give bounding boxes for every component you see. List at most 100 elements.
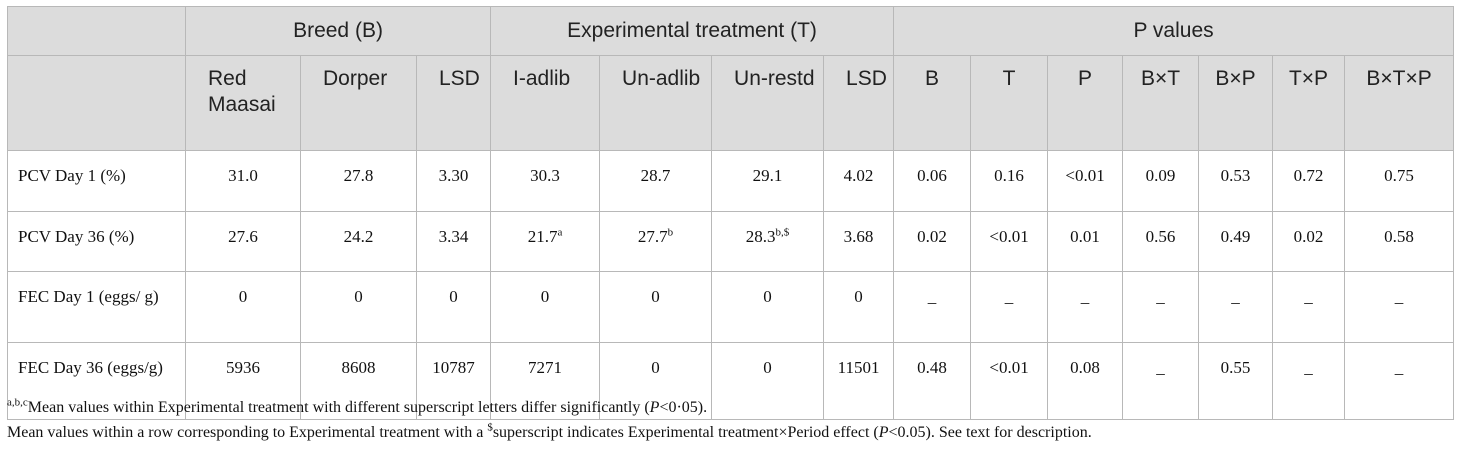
cell-value: _ bbox=[1394, 287, 1404, 306]
table-cell: 3.68 bbox=[823, 211, 895, 272]
footnote-tail: <0.05). See text for description. bbox=[888, 424, 1092, 441]
cell-value: 3.30 bbox=[438, 166, 469, 185]
cell-value: <0.01 bbox=[989, 227, 1029, 246]
table-cell: _ bbox=[1198, 271, 1274, 343]
cell-value: 0.16 bbox=[994, 166, 1024, 185]
cell-value: 0.58 bbox=[1384, 227, 1414, 246]
table-cell: 0.49 bbox=[1198, 211, 1274, 272]
cell-value: 0.72 bbox=[1293, 166, 1324, 185]
cell-value: 21.7 bbox=[527, 227, 558, 246]
cell-value: 0.08 bbox=[1070, 358, 1100, 377]
table-cell: 0.16 bbox=[970, 150, 1049, 212]
group-header-treatment: Experimental treatment (T) bbox=[490, 6, 895, 56]
cell-superscript: b,$ bbox=[775, 226, 790, 239]
table-cell: 0.09 bbox=[1122, 150, 1200, 212]
table-cell: 0 bbox=[599, 271, 713, 343]
cell-value: 10787 bbox=[432, 358, 475, 377]
cell-value: _ bbox=[1156, 358, 1165, 377]
results-table: Breed (B) Experimental treatment (T) P v… bbox=[7, 6, 1455, 420]
table-cell: _ bbox=[970, 271, 1049, 343]
table-row: FEC Day 1 (eggs/ g) 0 0 0 0 0 0 0 _ _ _ _ _ _ _ bbox=[7, 271, 1455, 343]
cell-value: 0 bbox=[354, 287, 363, 306]
table-cell: 0.48 bbox=[893, 342, 972, 420]
table-cell: _ bbox=[1047, 271, 1124, 343]
table-cell: 0 bbox=[711, 342, 825, 420]
cell-value: _ bbox=[1004, 287, 1014, 306]
table-cell: <0.01 bbox=[1047, 150, 1124, 212]
cell-value: 0 bbox=[763, 287, 772, 306]
table-cell: 27.7b bbox=[599, 211, 713, 272]
table-cell: 0 bbox=[490, 271, 601, 343]
column-header: I-adlib bbox=[490, 55, 601, 151]
table-row: FEC Day 36 (eggs/g) 5936 8608 10787 7271 0 0 11… bbox=[7, 342, 1455, 420]
column-header: T×P bbox=[1272, 55, 1346, 151]
table-cell: <0.01 bbox=[970, 211, 1049, 272]
table-cell: 0.06 bbox=[893, 150, 972, 212]
cell-value: _ bbox=[1304, 358, 1313, 377]
cell-value: 24.2 bbox=[343, 227, 374, 246]
table-container: Breed (B) Experimental treatment (T) P v… bbox=[7, 6, 1455, 420]
table-cell: 30.3 bbox=[490, 150, 601, 212]
cell-value: 0.55 bbox=[1220, 358, 1251, 377]
table-cell: 3.30 bbox=[415, 150, 492, 212]
table-cell: 0.01 bbox=[1047, 211, 1124, 272]
column-header: T bbox=[970, 55, 1049, 151]
cell-value: 0 bbox=[651, 287, 660, 306]
column-header-row: Red Maasai Dorper LSD I-adlib Un-adlib U… bbox=[7, 55, 1455, 151]
cell-value: 0.49 bbox=[1220, 227, 1251, 246]
table-cell: 4.02 bbox=[823, 150, 895, 212]
table-cell: 0.56 bbox=[1122, 211, 1200, 272]
cell-value: 28.7 bbox=[640, 166, 671, 185]
cell-value: 0.48 bbox=[917, 358, 947, 377]
table-cell: 10787 bbox=[415, 342, 492, 420]
column-header: P bbox=[1047, 55, 1124, 151]
footnote-mid: superscript indicates Experimental treat… bbox=[492, 424, 879, 441]
cell-value: _ bbox=[927, 287, 937, 306]
table-cell: 3.34 bbox=[415, 211, 492, 272]
table-cell: 11501 bbox=[823, 342, 895, 420]
cell-value: 0.75 bbox=[1384, 166, 1414, 185]
table-cell: 5936 bbox=[185, 342, 301, 420]
column-header: LSD bbox=[823, 55, 895, 151]
cell-value: 0 bbox=[449, 287, 458, 306]
cell-value: 0 bbox=[238, 287, 248, 306]
cell-value: 0 bbox=[540, 287, 550, 306]
corner-cell-lower bbox=[7, 55, 186, 151]
cell-superscript: a bbox=[557, 226, 563, 239]
cell-value: 3.34 bbox=[438, 227, 469, 246]
table-cell: _ bbox=[1122, 342, 1200, 420]
cell-value: 31.0 bbox=[228, 166, 258, 185]
footnote-superscript: $ bbox=[487, 421, 493, 434]
table-cell: 0.72 bbox=[1272, 150, 1346, 212]
table-cell: 28.3b,$ bbox=[711, 211, 825, 272]
cell-value: 8608 bbox=[341, 358, 376, 377]
table-cell: _ bbox=[1272, 342, 1346, 420]
table-cell: 0 bbox=[300, 271, 417, 343]
column-header: B×T bbox=[1122, 55, 1200, 151]
table-cell: 0.58 bbox=[1344, 211, 1455, 272]
table-cell: 0.02 bbox=[1272, 211, 1346, 272]
cell-value: 29.1 bbox=[752, 166, 783, 185]
footnote-text: Mean values within Experimental treatmen… bbox=[27, 399, 650, 416]
cell-value: _ bbox=[1080, 287, 1090, 306]
table-cell: 21.7a bbox=[490, 211, 601, 272]
table-cell: 0 bbox=[415, 271, 492, 343]
cell-value: _ bbox=[1231, 287, 1240, 306]
table-cell: 0 bbox=[185, 271, 301, 343]
cell-superscript: b bbox=[667, 226, 674, 239]
cell-value: 27.6 bbox=[228, 227, 258, 246]
cell-value: 7271 bbox=[528, 358, 563, 377]
table-cell: _ bbox=[1344, 342, 1455, 420]
table-cell: <0.01 bbox=[970, 342, 1049, 420]
row-label: FEC Day 1 (eggs/ g) bbox=[7, 271, 186, 343]
cell-value: <0.01 bbox=[1065, 166, 1105, 185]
cell-value: 0.02 bbox=[1293, 227, 1324, 246]
footnote-significance: a,b,cMean values within Experimental tre… bbox=[7, 397, 707, 419]
table-cell: 0.55 bbox=[1198, 342, 1274, 420]
table-cell: 0.02 bbox=[893, 211, 972, 272]
cell-value: 30.3 bbox=[530, 166, 560, 185]
footnote-p: P bbox=[878, 424, 889, 441]
table-cell: _ bbox=[893, 271, 972, 343]
row-label: FEC Day 36 (eggs/g) bbox=[7, 342, 186, 420]
column-header: B bbox=[893, 55, 972, 151]
